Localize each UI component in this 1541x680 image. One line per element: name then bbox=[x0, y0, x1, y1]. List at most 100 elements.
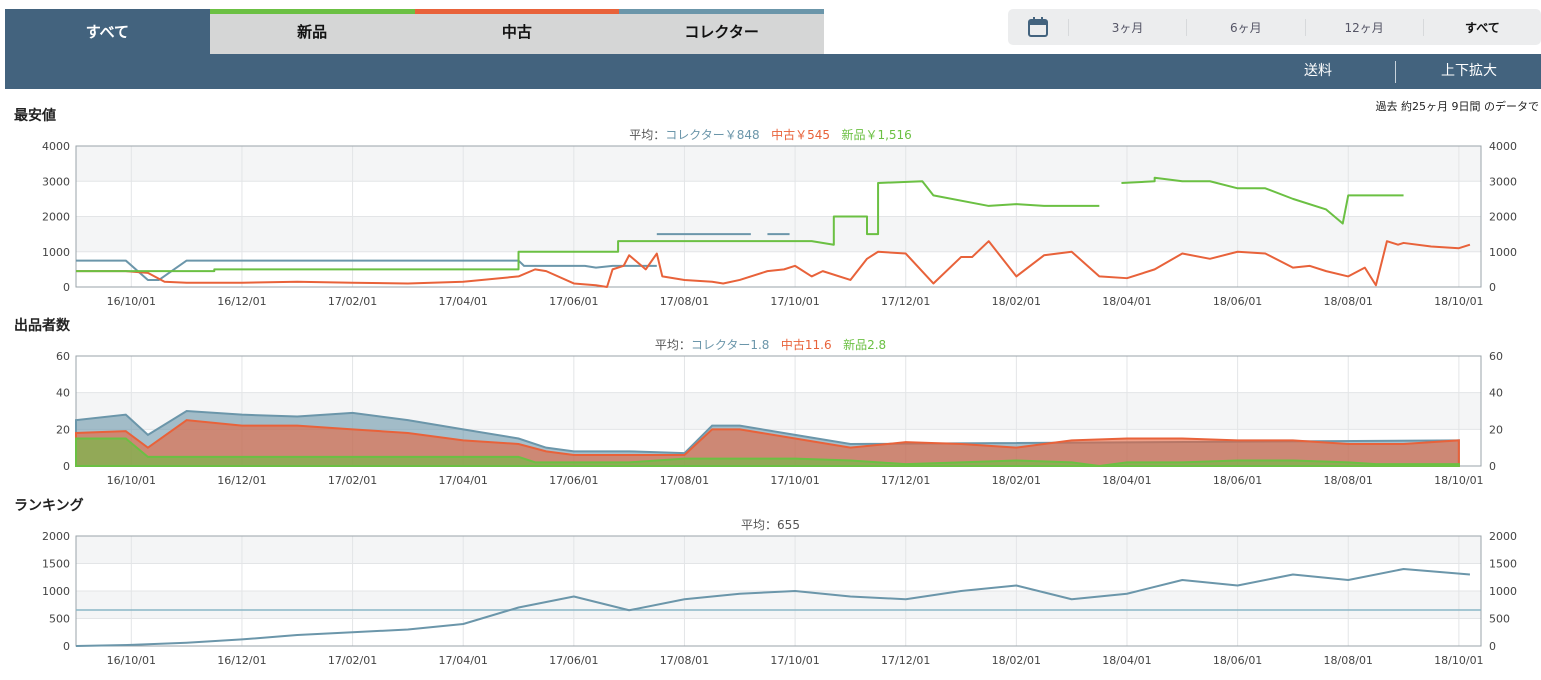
x-tick-label: 17/10/01 bbox=[770, 295, 819, 308]
grid-band bbox=[76, 146, 1481, 182]
zoom-toggle-button[interactable]: 上下拡大 bbox=[1441, 63, 1497, 79]
x-tick-label: 17/06/01 bbox=[549, 654, 598, 667]
range-6-months[interactable]: 6ヶ月 bbox=[1186, 18, 1304, 36]
chart-toolbar: 送料 上下拡大 bbox=[5, 54, 1541, 89]
tab-used-label: 中古 bbox=[501, 23, 532, 41]
y-tick-label: 2000 bbox=[42, 530, 70, 543]
sellers-chart[interactable]: 0 0 20 20 40 40 60 60 16/10/01 16/12/01 17/02/01 17… bbox=[0, 350, 1541, 495]
y-tick-label-right: 1000 bbox=[1489, 246, 1517, 259]
axis-group: 0 0 1000 1000 2000 2000 3000 3000 4000 4000 16/10/… bbox=[42, 140, 1517, 308]
shipping-toggle-button[interactable]: 送料 bbox=[1304, 63, 1332, 79]
x-tick-label: 17/12/01 bbox=[881, 295, 930, 308]
x-tick-label: 16/12/01 bbox=[217, 474, 266, 487]
y-tick-label-right: 20 bbox=[1489, 423, 1503, 436]
toolbar-divider bbox=[1395, 61, 1396, 83]
y-tick-label-right: 1000 bbox=[1489, 585, 1517, 598]
y-tick-label-right: 0 bbox=[1489, 281, 1496, 294]
rank-section-title: ランキング bbox=[14, 498, 84, 514]
x-tick-label: 17/02/01 bbox=[328, 654, 377, 667]
x-tick-label: 17/04/01 bbox=[439, 654, 488, 667]
x-tick-label: 17/08/01 bbox=[660, 474, 709, 487]
rank-chart[interactable]: 0 0 500 500 1000 1000 1500 1500 2000 2000 16/10/01… bbox=[0, 530, 1541, 680]
x-tick-label: 18/10/01 bbox=[1434, 295, 1483, 308]
tab-collector-label: コレクター bbox=[684, 23, 759, 41]
x-tick-label: 18/10/01 bbox=[1434, 474, 1483, 487]
price-section-title: 最安値 bbox=[14, 108, 56, 124]
y-tick-label: 0 bbox=[63, 281, 70, 294]
avg-prefix: 平均： bbox=[629, 128, 666, 142]
grid-band bbox=[76, 536, 1481, 564]
y-tick-label: 1000 bbox=[42, 585, 70, 598]
y-tick-label: 40 bbox=[56, 387, 70, 400]
series-line bbox=[75, 568, 1471, 647]
x-tick-label: 17/06/01 bbox=[549, 295, 598, 308]
series-line bbox=[76, 240, 1471, 288]
x-tick-label: 18/06/01 bbox=[1213, 295, 1262, 308]
axis-group: 0 0 500 500 1000 1000 1500 1500 2000 2000 16/10/01… bbox=[42, 530, 1517, 667]
x-tick-label: 18/02/01 bbox=[992, 654, 1041, 667]
y-tick-label-right: 500 bbox=[1489, 613, 1510, 626]
x-tick-label: 17/04/01 bbox=[439, 295, 488, 308]
avg-used: 中古11.6 bbox=[780, 338, 832, 352]
avg-rank: 平均：655 bbox=[741, 518, 800, 532]
x-tick-label: 18/04/01 bbox=[1102, 474, 1151, 487]
period-note: 過去 約25ヶ月 9日間 のデータで bbox=[1375, 100, 1540, 113]
x-tick-label: 17/06/01 bbox=[549, 474, 598, 487]
tab-collector[interactable]: コレクター bbox=[619, 9, 824, 54]
range-selector: 3ヶ月 6ヶ月 12ヶ月 すべて bbox=[1008, 9, 1541, 45]
y-tick-label: 20 bbox=[56, 423, 70, 436]
y-tick-label: 2000 bbox=[42, 211, 70, 224]
y-tick-label: 60 bbox=[56, 350, 70, 363]
series-area bbox=[75, 419, 1460, 467]
x-tick-label: 18/04/01 bbox=[1102, 295, 1151, 308]
range-3-months[interactable]: 3ヶ月 bbox=[1068, 18, 1186, 36]
x-tick-label: 17/02/01 bbox=[328, 295, 377, 308]
y-tick-label-right: 4000 bbox=[1489, 140, 1517, 153]
x-tick-label: 18/08/01 bbox=[1324, 295, 1373, 308]
tab-all[interactable]: すべて bbox=[5, 9, 210, 54]
x-tick-label: 17/04/01 bbox=[439, 474, 488, 487]
tab-collector-color-bar bbox=[619, 9, 824, 14]
x-tick-label: 17/10/01 bbox=[770, 474, 819, 487]
plot-frame bbox=[75, 535, 1482, 647]
x-tick-label: 18/02/01 bbox=[992, 295, 1041, 308]
price-chart[interactable]: 0 0 1000 1000 2000 2000 3000 3000 4000 4000 16/10/… bbox=[0, 140, 1541, 315]
y-tick-label-right: 2000 bbox=[1489, 530, 1517, 543]
tab-new[interactable]: 新品 bbox=[209, 9, 415, 54]
x-tick-label: 16/10/01 bbox=[107, 654, 156, 667]
x-tick-label: 16/12/01 bbox=[217, 295, 266, 308]
avg-used: 中古￥545 bbox=[771, 128, 830, 142]
y-tick-label: 1500 bbox=[42, 558, 70, 571]
y-tick-label: 0 bbox=[63, 640, 70, 653]
x-tick-label: 18/06/01 bbox=[1213, 474, 1262, 487]
avg-prefix: 平均： bbox=[654, 338, 691, 352]
y-tick-label: 0 bbox=[63, 460, 70, 473]
x-tick-label: 18/08/01 bbox=[1324, 654, 1373, 667]
range-all[interactable]: すべて bbox=[1422, 18, 1541, 36]
tab-used[interactable]: 中古 bbox=[414, 9, 620, 54]
series-line bbox=[76, 176, 1404, 273]
x-tick-label: 18/02/01 bbox=[992, 474, 1041, 487]
tab-used-color-bar bbox=[414, 9, 620, 14]
x-tick-label: 17/08/01 bbox=[660, 295, 709, 308]
y-tick-label-right: 1500 bbox=[1489, 558, 1517, 571]
y-tick-label-right: 0 bbox=[1489, 640, 1496, 653]
y-tick-label: 4000 bbox=[42, 140, 70, 153]
tab-new-color-bar bbox=[209, 9, 415, 14]
axis-group: 0 0 20 20 40 40 60 60 16/10/01 16/12/01 17/02/01 17… bbox=[56, 350, 1503, 487]
tab-all-label: すべて bbox=[85, 23, 130, 41]
range-12-months[interactable]: 12ヶ月 bbox=[1304, 18, 1423, 36]
x-tick-label: 17/08/01 bbox=[660, 654, 709, 667]
rank-average-legend: 平均：655 bbox=[0, 516, 1541, 533]
x-tick-label: 18/04/01 bbox=[1102, 654, 1151, 667]
x-tick-label: 17/10/01 bbox=[770, 654, 819, 667]
y-tick-label: 1000 bbox=[42, 246, 70, 259]
plot-frame bbox=[75, 145, 1482, 288]
y-tick-label-right: 0 bbox=[1489, 460, 1496, 473]
x-tick-label: 16/12/01 bbox=[217, 654, 266, 667]
y-tick-label: 3000 bbox=[42, 175, 70, 188]
avg-new: 新品2.8 bbox=[843, 338, 887, 352]
x-tick-label: 17/02/01 bbox=[328, 474, 377, 487]
calendar-icon[interactable] bbox=[1008, 16, 1068, 38]
x-tick-label: 17/12/01 bbox=[881, 474, 930, 487]
